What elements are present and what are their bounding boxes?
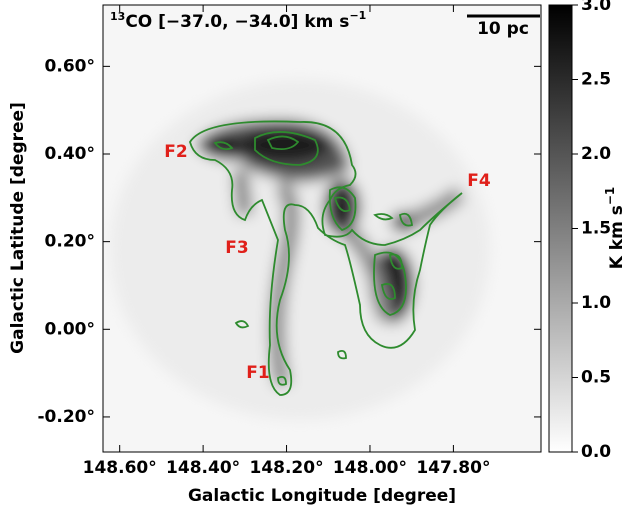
x-tick-label: 147.80°: [416, 458, 490, 478]
colorbar-tick-label: 0.5: [581, 368, 611, 388]
filament-label: F1: [246, 363, 269, 383]
y-tick-label: -0.20°: [38, 407, 96, 427]
colorbar-tick-label: 1.0: [581, 293, 611, 313]
title-exp: −1: [349, 9, 366, 22]
filament-label: F4: [467, 171, 491, 191]
filament-label: F2: [164, 142, 187, 162]
y-tick-label: 0.40°: [45, 144, 95, 164]
title-text: CO [−37.0, −34.0] km s: [125, 12, 349, 32]
scale-bar-label: 10 pc: [477, 19, 529, 39]
y-tick-label: 0.20°: [45, 232, 95, 252]
y-axis-label: Galactic Latitude [degree]: [8, 102, 28, 354]
colorbar-label-text: K km s: [607, 205, 627, 269]
colorbar-tick-label: 1.5: [581, 219, 611, 239]
filament-label: F3: [225, 238, 248, 258]
x-tick-label: 148.00°: [333, 458, 407, 478]
colorbar-tick-label: 0.0: [581, 442, 611, 462]
colorbar-tick-label: 3.0: [581, 0, 611, 15]
chart-title: 13CO [−37.0, −34.0] km s−1: [110, 9, 366, 32]
contours: [189, 120, 463, 396]
colorbar: [548, 4, 573, 453]
axes: [103, 4, 578, 453]
title-isotope: 13: [110, 10, 125, 23]
x-tick-label: 148.60°: [83, 458, 157, 478]
colorbar-tick-label: 2.0: [581, 144, 611, 164]
colorbar-label-exp: −1: [603, 187, 617, 205]
x-axis-label: Galactic Longitude [degree]: [188, 486, 456, 506]
x-tick-label: 148.40°: [166, 458, 240, 478]
colorbar-label: K km s−1: [603, 187, 628, 270]
y-tick-label: 0.00°: [45, 319, 95, 339]
y-tick-label: 0.60°: [45, 56, 95, 76]
x-tick-label: 148.20°: [249, 458, 323, 478]
colorbar-tick-label: 2.5: [581, 70, 611, 90]
intensity-map: [103, 5, 541, 452]
